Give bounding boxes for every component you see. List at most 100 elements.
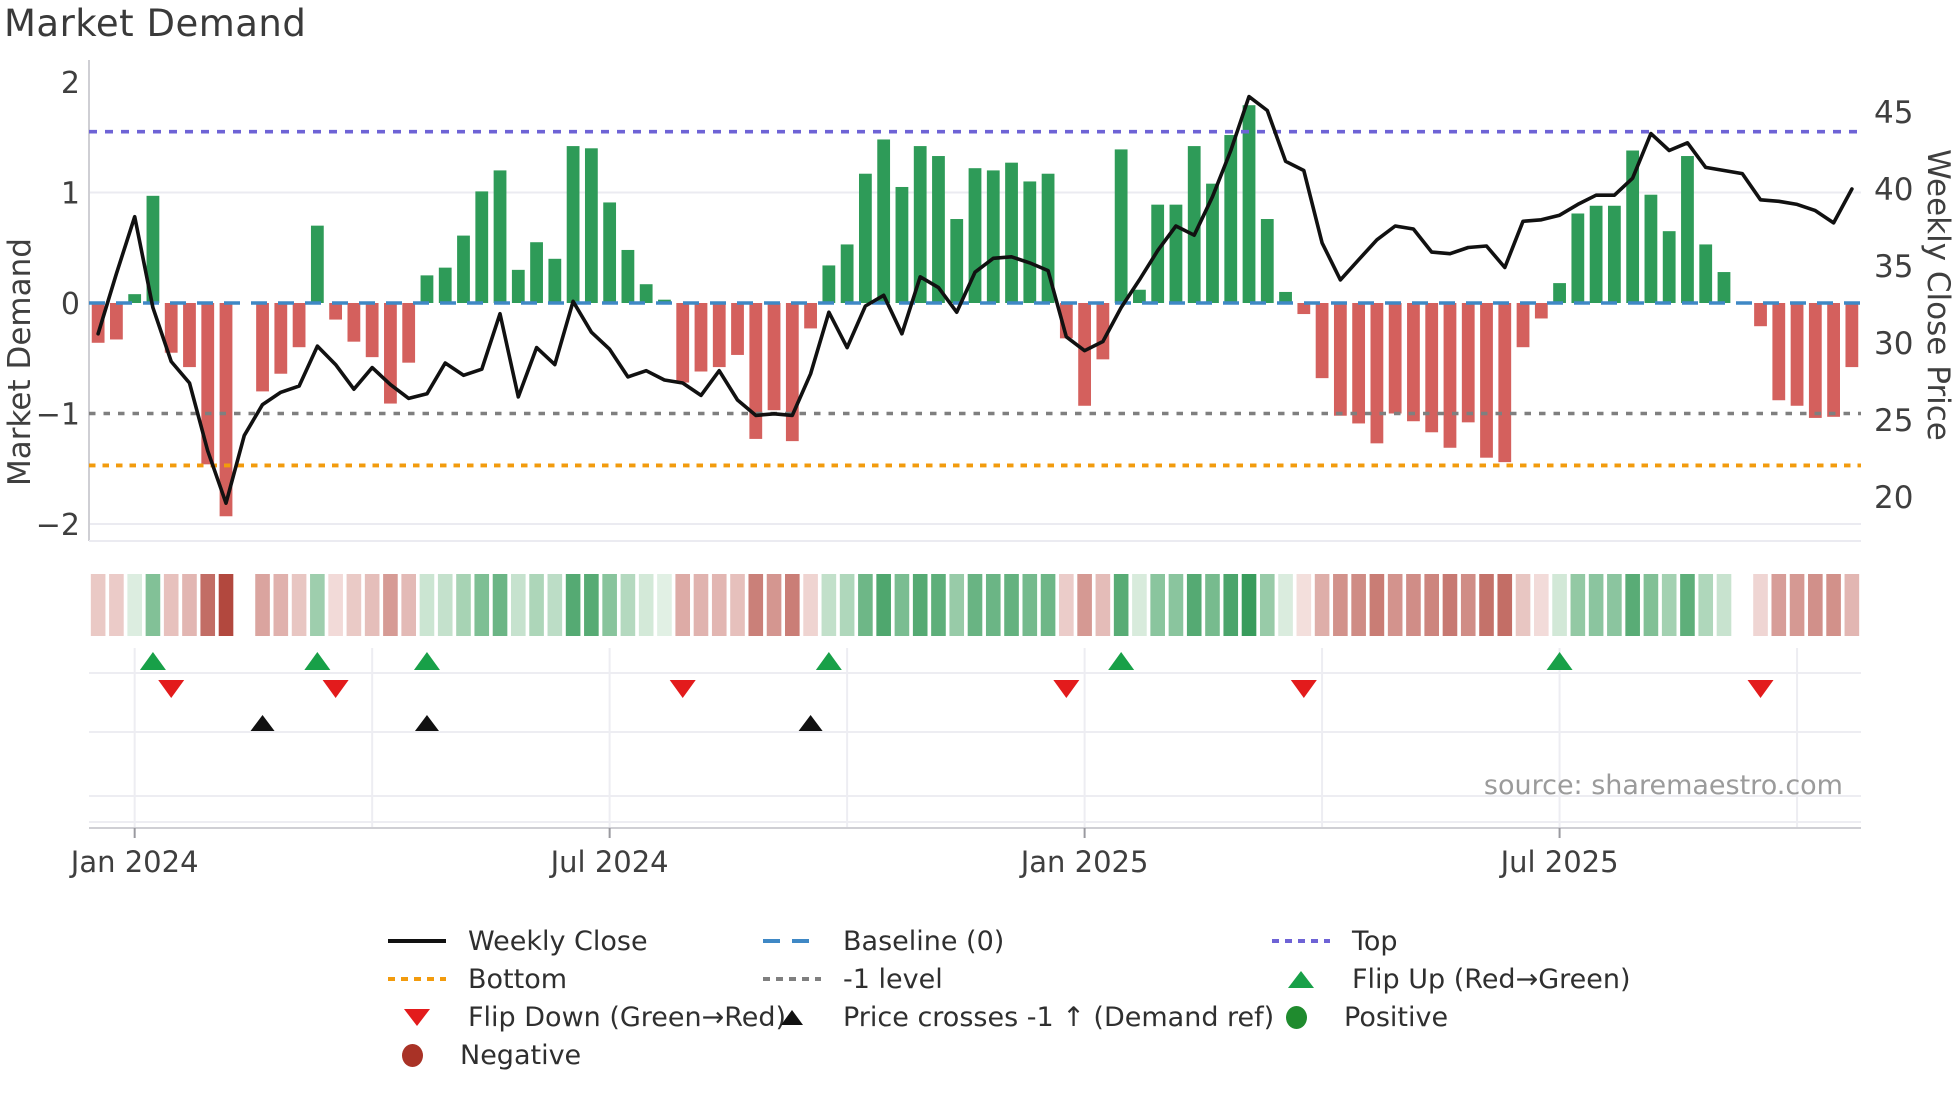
demand-bar-positive [1644,194,1658,303]
heatmap-cell [1406,574,1421,636]
demand-bar-positive [858,173,872,303]
heatmap-cell [1369,574,1385,636]
heatmap-cell [163,574,179,636]
heatmap-cell [803,574,818,636]
heatmap-cell [657,574,672,636]
right-axis-tick: 35 [1874,249,1913,285]
demand-bar-positive [621,249,635,303]
flip-up-marker [815,652,842,670]
demand-bar-negative [1096,303,1110,360]
demand-bar-negative [201,303,215,465]
demand-bar-positive [457,235,470,303]
demand-bar-positive [1242,105,1256,303]
legend-label: Weekly Close [468,925,648,957]
demand-bar-positive [1133,289,1146,303]
legend-item-dot-gray: -1 level [763,964,943,995]
demand-bar-positive [1187,146,1201,303]
heatmap-cell [1789,574,1805,636]
demand-bar-positive [1553,283,1566,303]
flip-up-marker [304,652,331,670]
legend-label: Top [1352,925,1398,957]
demand-bar-negative [329,303,343,320]
demand-bar-negative [402,303,416,363]
flip-down-marker [1747,680,1774,698]
demand-bar-positive [530,242,543,303]
heatmap-cell [1004,574,1019,636]
demand-bar-positive [1589,205,1603,303]
heatmap-cell [1314,574,1330,636]
heatmap-cell [255,574,270,636]
level-lines [89,129,1861,468]
heatmap-cell [1643,574,1659,636]
heatmap-cell [967,574,983,636]
flip-up-marker [1108,652,1135,670]
heatmap-cell [1826,574,1841,636]
circle-red-icon [402,1043,423,1067]
heatmap-cell [1698,574,1714,636]
demand-bar-negative [1754,303,1767,327]
heatmap-cell [821,574,837,636]
demand-bar-positive [1662,231,1676,303]
demand-bar-positive [913,146,927,303]
legend-item-tri-up-green: Flip Up (Red→Green) [1272,964,1631,995]
demand-bar-negative [1315,303,1329,379]
heatmap-cell [730,574,745,636]
heatmap-cell [1022,574,1038,636]
market-demand-chart: 2 1 0 −1 −2 45 40 35 30 25 20 Market Demand Weekly C… [2,60,1956,879]
demand-bar-positive [877,139,891,303]
x-tick-label: Jul 2025 [1499,845,1619,879]
heatmap-cell [1296,574,1312,636]
legend-item-circle-red: Negative [388,1039,582,1071]
demand-bar-negative [110,303,123,340]
demand-bar-positive [1279,291,1292,303]
tri-up-green-icon [1288,970,1314,988]
demand-bar-positive [932,156,945,303]
event-marker-panel: Jan 2024 Jul 2024 Jan 2025 Jul 2025 [69,648,1861,879]
heatmap-cell [1077,574,1092,636]
heatmap-cell [638,574,654,636]
weekly-heatmap-strip [90,574,1860,636]
demand-bar-negative [1498,303,1512,463]
legend-label: Negative [460,1039,582,1071]
page-title: Market Demand [4,2,307,45]
demand-bar-positive [1023,181,1037,303]
heatmap-cell [693,574,709,636]
right-axis-tick: 40 [1874,172,1913,208]
heatmap-cell [985,574,1001,636]
heatmap-cell [839,574,855,636]
chart-legend: Weekly Close Baseline (0) Top Bottom -1 leve… [0,918,1960,1088]
heatmap-cell [182,574,197,636]
legend-item-dot-orange: Bottom [388,964,567,995]
right-axis-tick: 30 [1874,326,1913,362]
heatmap-cell [419,574,435,636]
heatmap-cell [1661,574,1677,636]
left-axis-title: Market Demand [2,238,38,486]
heatmap-cell [912,574,928,636]
heatmap-cell [1497,574,1513,636]
left-axis-tick: 1 [61,177,80,212]
demand-bar-negative [712,303,726,368]
demand-bar-negative [749,303,763,439]
heatmap-cell [1515,574,1531,636]
flip-down-marker [158,680,185,698]
demand-bar-negative [1078,303,1092,406]
heatmap-cell [1205,574,1220,636]
demand-bar-negative [1333,303,1347,416]
demand-bar-negative [1370,303,1384,444]
demand-bar-negative [1772,303,1786,401]
heatmap-cell [90,574,106,636]
heatmap-cell [1278,574,1293,636]
demand-bar-positive [146,195,160,303]
demand-bar-positive [639,284,653,303]
heatmap-cell [1132,574,1147,636]
right-axis-tick: 25 [1874,403,1913,439]
demand-bar-negative [767,303,781,411]
legend-item-dash-blue: Baseline (0) [763,926,1004,957]
demand-bar-positive [475,191,489,303]
demand-bar-positive [493,170,507,303]
heatmap-cell [766,574,782,636]
demand-bar-negative [384,303,397,404]
heatmap-cell [1716,574,1732,636]
heatmap-cell [1059,574,1074,636]
demand-bar-positive [1717,272,1731,303]
